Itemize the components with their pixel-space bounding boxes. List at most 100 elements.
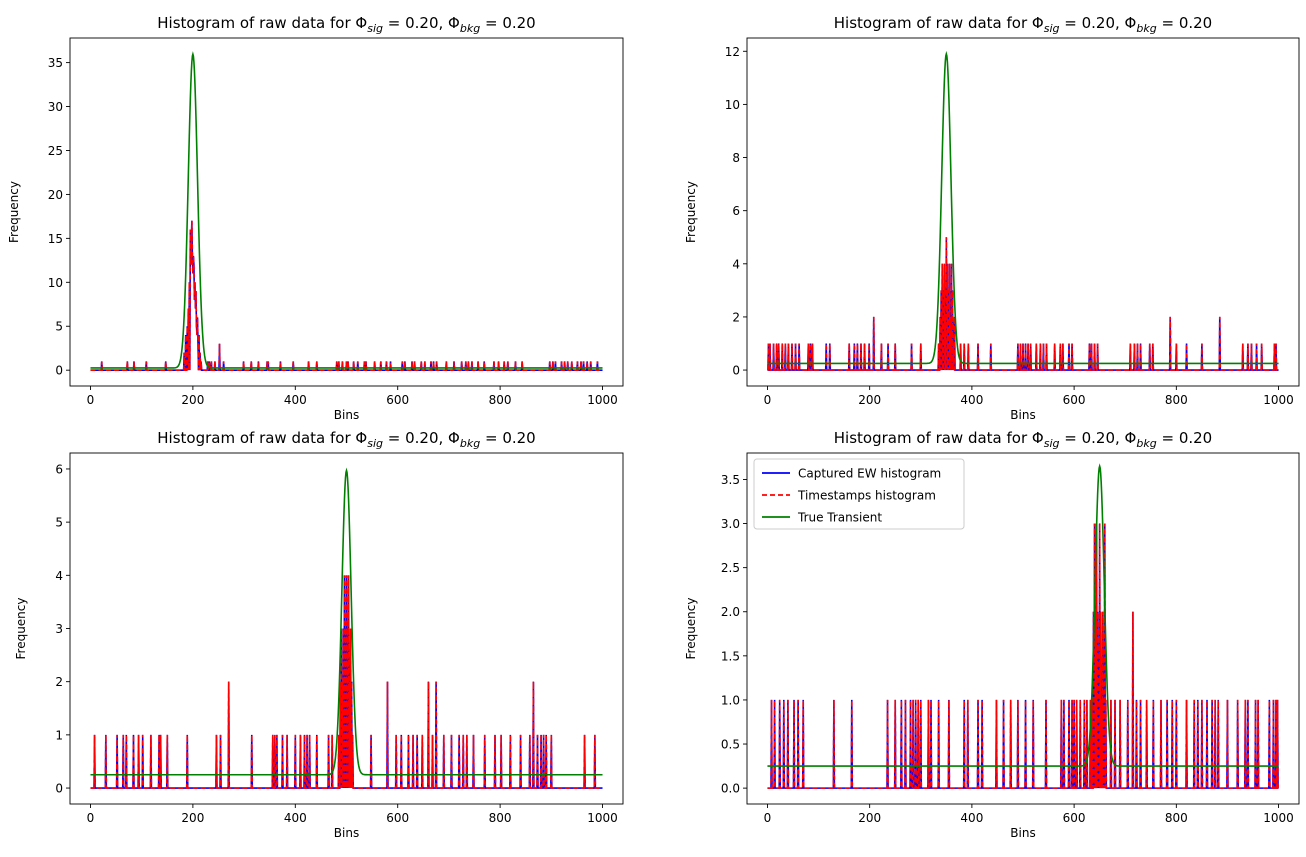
x-tick-label: 600 xyxy=(386,811,409,825)
y-tick-label: 4 xyxy=(732,257,740,271)
x-axis-label: Bins xyxy=(1010,408,1035,422)
x-tick-label: 200 xyxy=(858,811,881,825)
x-tick-label: 200 xyxy=(181,393,204,407)
y-tick-label: 0 xyxy=(55,364,63,378)
y-tick-label: 2 xyxy=(55,675,63,689)
y-tick-label: 35 xyxy=(48,56,63,70)
timestamps-histogram-line xyxy=(90,575,603,789)
x-tick-label: 0 xyxy=(764,811,772,825)
subplot-title: Histogram of raw data for Φsig = 0.20, Φ… xyxy=(157,429,535,450)
x-tick-label: 400 xyxy=(960,811,983,825)
y-axis-label: Frequency xyxy=(14,598,28,660)
y-tick-label: 8 xyxy=(732,151,740,165)
true-transient-line xyxy=(90,467,603,776)
y-tick-label: 1.0 xyxy=(721,693,740,707)
y-tick-label: 10 xyxy=(48,276,63,290)
captured-ew-histogram-line xyxy=(90,220,603,371)
timestamps-histogram-line xyxy=(90,220,603,371)
subplot-title: Histogram of raw data for Φsig = 0.20, Φ… xyxy=(834,14,1212,35)
subplot-title: Histogram of raw data for Φsig = 0.20, Φ… xyxy=(834,429,1212,450)
legend-captured-label: Captured EW histogram xyxy=(798,467,941,481)
x-tick-label: 600 xyxy=(1063,811,1086,825)
y-axis-label: Frequency xyxy=(684,598,698,660)
y-tick-label: 3.5 xyxy=(721,473,740,487)
x-tick-label: 800 xyxy=(1165,393,1188,407)
x-axis-label: Bins xyxy=(1010,826,1035,840)
subplot-2: 0 200 400 600 800 1000 0 2 4 6 8 10 12 Bins Frequency H… xyxy=(684,14,1300,422)
y-axis-label: Frequency xyxy=(684,181,698,243)
y-tick-label: 15 xyxy=(48,232,63,246)
y-tick-label: 1.5 xyxy=(721,649,740,663)
x-tick-label: 0 xyxy=(87,811,95,825)
title-subscript: bkg xyxy=(460,22,480,35)
y-tick-label: 5 xyxy=(55,516,63,530)
legend-timestamps-label: Timestamps histogram xyxy=(797,489,936,503)
x-tick-label: 1000 xyxy=(1263,811,1294,825)
timestamps-histogram-line xyxy=(767,523,1279,789)
y-tick-label: 2.5 xyxy=(721,561,740,575)
title-part: = 0.20, Φ xyxy=(383,14,460,32)
y-tick-label: 25 xyxy=(48,144,63,158)
title-part: = 0.20 xyxy=(1157,14,1213,32)
subplot-1: 0 200 400 600 800 1000 0 5 10 15 20 25 30 35 Bins Frequ… xyxy=(7,14,624,422)
title-part: = 0.20 xyxy=(480,14,536,32)
legend-transient-label: True Transient xyxy=(797,511,882,525)
x-tick-label: 200 xyxy=(858,393,881,407)
x-tick-label: 1000 xyxy=(587,393,618,407)
x-tick-label: 1000 xyxy=(587,811,618,825)
y-tick-label: 2 xyxy=(732,310,740,324)
y-tick-label: 5 xyxy=(55,320,63,334)
x-tick-label: 600 xyxy=(386,393,409,407)
title-subscript: bkg xyxy=(1136,437,1156,450)
x-tick-label: 800 xyxy=(489,393,512,407)
axes-frame xyxy=(69,37,624,387)
subplot-4: 0 200 400 600 800 1000 0.0 0.5 1.0 1.5 2.0 2.5 3.0 3.… xyxy=(684,429,1300,840)
title-part: Histogram of raw data for Φ xyxy=(157,14,367,32)
x-tick-label: 400 xyxy=(960,393,983,407)
true-transient-line xyxy=(767,50,1279,365)
y-tick-label: 0.0 xyxy=(721,782,740,796)
title-subscript: sig xyxy=(1044,437,1060,450)
y-tick-label: 0 xyxy=(55,782,63,796)
title-part: = 0.20, Φ xyxy=(1060,14,1137,32)
axes-frame xyxy=(746,37,1300,387)
x-tick-label: 600 xyxy=(1063,393,1086,407)
title-part: Histogram of raw data for Φ xyxy=(834,14,1044,32)
title-part: Histogram of raw data for Φ xyxy=(157,429,367,447)
title-part: = 0.20, Φ xyxy=(1060,429,1137,447)
x-tick-label: 800 xyxy=(1165,811,1188,825)
title-subscript: bkg xyxy=(1136,22,1156,35)
y-tick-label: 2.0 xyxy=(721,605,740,619)
subplot-3: 0 200 400 600 800 1000 0 1 2 3 4 5 6 Bins Frequency His… xyxy=(14,429,624,840)
title-subscript: sig xyxy=(1044,22,1060,35)
x-tick-label: 0 xyxy=(87,393,95,407)
timestamps-histogram-line xyxy=(767,237,1279,371)
x-axis-label: Bins xyxy=(334,408,359,422)
x-tick-label: 0 xyxy=(764,393,772,407)
title-part: = 0.20 xyxy=(1157,429,1213,447)
y-tick-label: 4 xyxy=(55,569,63,583)
x-tick-label: 400 xyxy=(284,393,307,407)
x-tick-label: 800 xyxy=(489,811,512,825)
x-tick-label: 1000 xyxy=(1263,393,1294,407)
y-tick-label: 1 xyxy=(55,728,63,742)
true-transient-line xyxy=(767,463,1279,767)
true-transient-line xyxy=(90,51,603,369)
subplot-title: Histogram of raw data for Φsig = 0.20, Φ… xyxy=(157,14,535,35)
title-subscript: sig xyxy=(367,437,383,450)
legend: Captured EW histogram Timestamps histogra… xyxy=(753,458,965,530)
y-tick-label: 6 xyxy=(732,204,740,218)
x-axis-label: Bins xyxy=(334,826,359,840)
y-tick-label: 0 xyxy=(732,364,740,378)
y-tick-label: 3.0 xyxy=(721,517,740,531)
y-tick-label: 20 xyxy=(48,188,63,202)
y-tick-label: 30 xyxy=(48,100,63,114)
y-tick-label: 10 xyxy=(725,98,740,112)
y-tick-label: 6 xyxy=(55,462,63,476)
x-tick-label: 400 xyxy=(284,811,307,825)
x-tick-label: 200 xyxy=(181,811,204,825)
y-tick-label: 12 xyxy=(725,45,740,59)
y-tick-label: 3 xyxy=(55,622,63,636)
title-part: Histogram of raw data for Φ xyxy=(834,429,1044,447)
